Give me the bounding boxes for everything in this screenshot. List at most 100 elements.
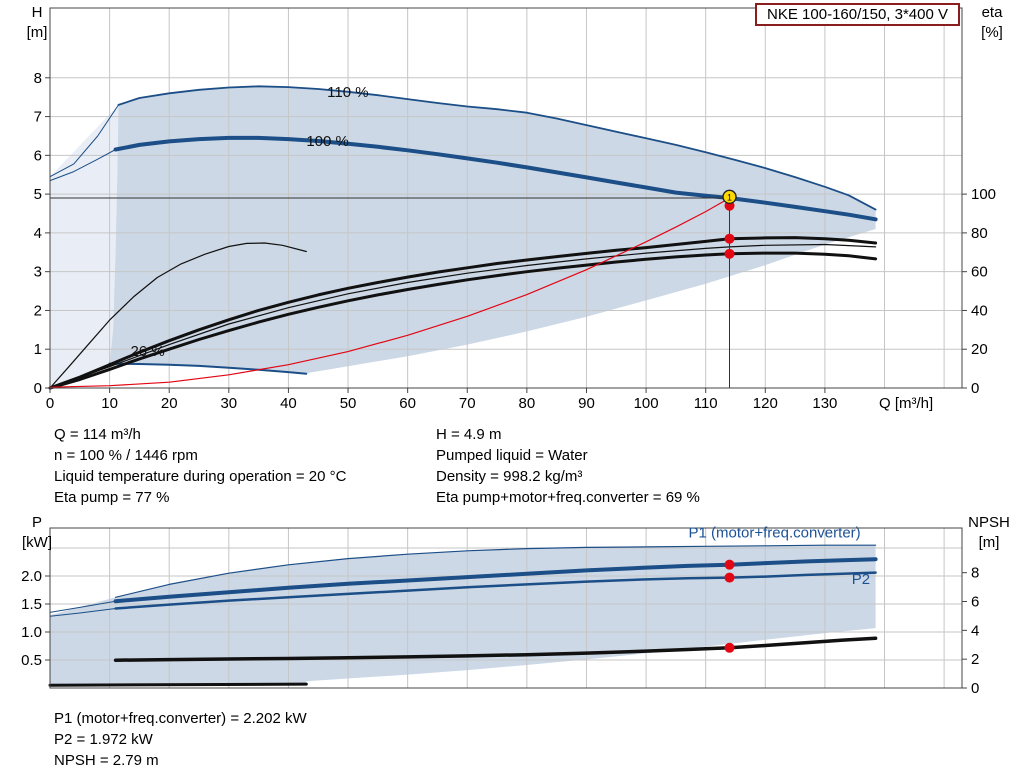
info-flow: Q = 114 m³/h [54,426,141,443]
x-tick-label: 0 [46,395,54,412]
info-p1: P1 (motor+freq.converter) = 2.202 kW [54,710,307,727]
p2-min-speed-line [48,682,308,687]
q-axis-title: Q [m³/h] [879,395,934,412]
y-right-tick-label: 40 [971,302,988,319]
pump-model-box: NKE 100-160/150, 3*400 V [755,3,960,26]
info-head: H = 4.9 m [436,426,502,443]
y-left-tick-label: 0.5 [21,652,42,669]
y-right-tick-label: 8 [971,565,979,582]
y-left-tick-label: 2 [34,302,42,319]
info-npsh: NPSH = 2.79 m [54,752,159,769]
eta-pump-curve [48,236,878,390]
curve-label: 26 % [130,343,164,360]
x-tick-label: 100 [634,395,659,412]
y-left-tick-label: 4 [34,225,42,242]
y-right-tick-label: 80 [971,225,988,242]
speed-curve-100pct [113,135,878,222]
x-tick-label: 60 [399,395,416,412]
p2-curve [114,571,877,610]
h-axis-symbol: H [31,4,43,21]
duty-point-marker [722,189,737,205]
info-speed: n = 100 % / 1446 rpm [54,447,198,464]
curve-label: P1 (motor+freq.converter) [689,524,861,541]
y-right-tick-label: 2 [971,651,979,668]
speed-curve-110pct [117,85,877,211]
info-eta-pump: Eta pump = 77 % [54,489,170,506]
npsh-axis-symbol: NPSH [968,514,1010,531]
p1-curve [113,557,878,604]
x-tick-label: 50 [340,395,357,412]
npsh-dot [724,642,735,653]
qh-eta-chart-frame [49,7,963,389]
curve-label: P2 [852,571,870,588]
npsh-curve [113,636,878,662]
eta-axis-title: eta [%] [966,3,1018,43]
p2-lead-line [49,608,117,617]
info-density: Density = 998.2 kg/m³ [436,468,583,485]
x-tick-label: 120 [753,395,778,412]
duty-point-marker-number: 1 [727,192,732,202]
operating-info-left: Q = 114 m³/h n = 100 % / 1446 rpm Liquid… [54,424,346,508]
curve-label: 100 % [306,133,349,150]
eta-curve-reduced-speed [49,242,307,389]
p1-dot [724,559,735,570]
p1-lead-line [49,600,117,613]
eta-mid-curve [49,243,877,389]
y-right-tick-label: 60 [971,264,988,281]
y-right-tick-label: 20 [971,341,988,358]
y-right-tick-label: 6 [971,594,979,611]
info-p2: P2 = 1.972 kW [54,731,153,748]
x-tick-label: 90 [578,395,595,412]
p-axis-title: P [kW] [16,513,58,553]
y-left-tick-label: 1.0 [21,624,42,641]
eta-pump-dot [724,233,735,244]
x-tick-label: 130 [812,395,837,412]
min-flow-line-a [49,149,117,182]
x-tick-label: 40 [280,395,297,412]
eta-total-curve [48,251,878,390]
p-axis-symbol: P [31,514,42,531]
x-tick-label: 70 [459,395,476,412]
eta-total-dot [724,248,735,259]
p2-dot [724,572,735,583]
y-left-tick-label: 8 [34,70,42,87]
npsh-axis-unit: [m] [978,534,1000,551]
system-curve [49,197,731,388]
y-left-tick-label: 7 [34,109,42,126]
power-info: P1 (motor+freq.converter) = 2.202 kW P2 … [54,708,307,771]
h-axis-unit: [m] [26,24,48,41]
x-tick-label: 30 [220,395,237,412]
power-npsh-chart-frame [49,527,963,689]
speed-curve-26pct [108,362,308,375]
operating-envelope [109,86,876,374]
x-tick-label: 110 [694,395,718,412]
x-tick-label: 80 [519,395,536,412]
info-liquid-temp: Liquid temperature during operation = 20… [54,468,347,485]
power-envelope [50,545,876,687]
operating-info-right: H = 4.9 m Pumped liquid = Water Density … [436,424,700,508]
y-left-tick-label: 1.5 [21,596,42,613]
info-eta-total: Eta pump+motor+freq.converter = 69 % [436,489,700,506]
y-left-tick-label: 3 [34,264,42,281]
info-pumped-liquid: Pumped liquid = Water [436,447,588,464]
y-right-tick-label: 100 [971,186,996,203]
y-left-tick-label: 1 [34,341,42,358]
x-tick-label: 10 [101,395,118,412]
low-flow-pale-region [50,104,119,389]
y-left-tick-label: 0 [34,380,42,397]
h-axis-title: H [m] [16,3,58,43]
npsh-axis-title: NPSH [m] [958,513,1020,553]
y-left-tick-label: 5 [34,186,42,203]
envelope-top-edge [114,544,877,598]
min-flow-line-b [49,104,119,178]
x-tick-label: 20 [161,395,178,412]
y-right-tick-label: 4 [971,622,979,639]
y-right-tick-label: 0 [971,380,979,397]
p-axis-unit: [kW] [22,534,52,551]
eta-axis-unit: [%] [981,24,1003,41]
curve-label: 110 % [327,84,368,101]
y-right-tick-label: 0 [971,680,979,697]
eta-axis-symbol: eta [981,4,1003,21]
